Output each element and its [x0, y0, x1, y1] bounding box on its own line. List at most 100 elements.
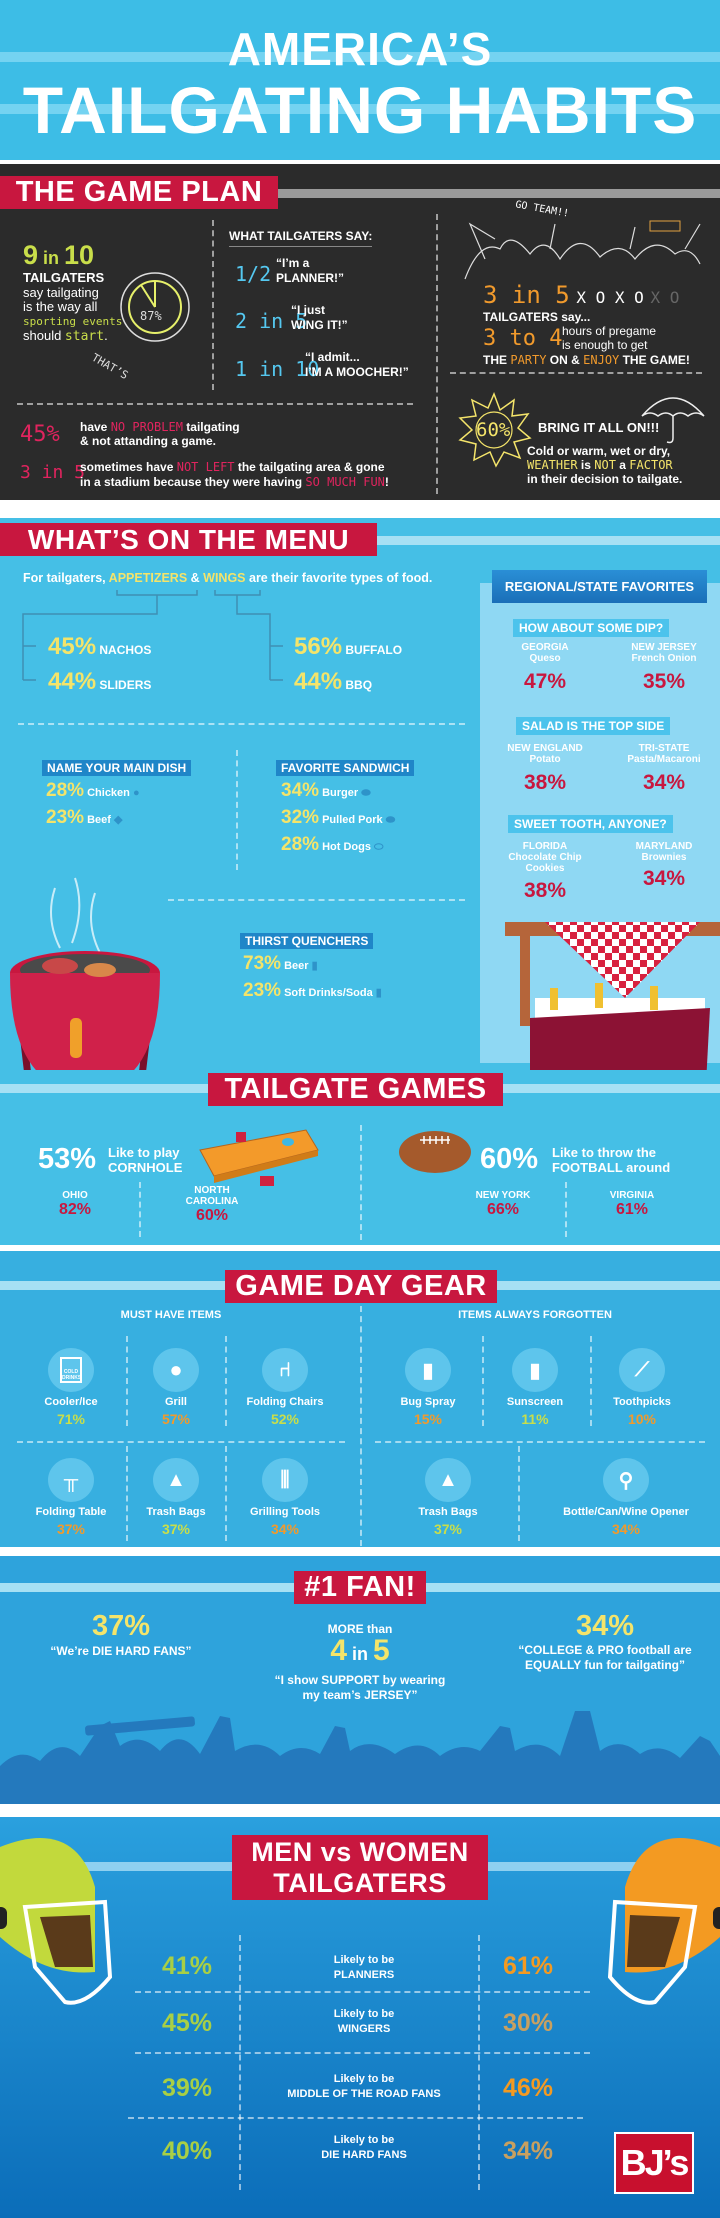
gear-section: GAME DAY GEAR MUST HAVE ITEMS ITEMS ALWA…: [0, 1251, 720, 1547]
text-line: Like to throw the: [552, 1145, 656, 1160]
quote-line: PLANNER!”: [276, 271, 344, 285]
label-line: Likely to be: [333, 2073, 395, 2085]
gear-pct: 37%: [161, 1521, 191, 1537]
gear-label: Bug Spray: [400, 1396, 456, 1408]
state-name: NORTH CAROLINA: [185, 1185, 239, 1207]
text-part: APPETIZERS: [108, 571, 188, 585]
grill-icon: ●: [153, 1348, 199, 1392]
not-left-stat: 3 in 5: [20, 462, 86, 483]
text-part: SO MUCH FUN: [305, 475, 385, 489]
drink-item: 23% Soft Drinks/Soda ▮: [243, 980, 382, 1002]
regional-state: MARYLAND Brownies: [609, 841, 719, 863]
gender-section: MEN vs WOMEN TAILGATERS 41% Likely to be P…: [0, 1817, 720, 2218]
regional-group-title: HOW ABOUT SOME DIP?: [513, 619, 670, 637]
pct: 23%: [46, 807, 85, 828]
gear-label: Folding Table: [35, 1506, 107, 1518]
wing-item: 44% BBQ: [294, 668, 372, 696]
main-dish-title: NAME YOUR MAIN DISH: [42, 760, 192, 776]
main-dish-item: 23% Beef ◆: [46, 807, 122, 829]
fan-section: #1 FAN! 37% “We’re DIE HARD FANS” MORE t…: [0, 1556, 720, 1804]
header: AMERICA’S TAILGATING HABITS: [0, 0, 720, 160]
go-team-text: GO TEAM!!: [514, 199, 570, 220]
gear-pct: 37%: [56, 1521, 86, 1537]
say-quote: “I admit... I’M A MOOCHER!”: [305, 350, 409, 380]
gear-pct: 34%: [611, 1521, 641, 1537]
say-title: WHAT TAILGATERS SAY:: [229, 229, 373, 247]
label: NACHOS: [99, 643, 152, 657]
games-title: TAILGATE GAMES: [208, 1073, 503, 1106]
appetizer-item: 44% SLIDERS: [48, 668, 151, 696]
no-problem-text: have NO PROBLEM tailgating & not attandin…: [80, 420, 240, 448]
state: NEW ENGLAND: [507, 743, 583, 754]
bjs-logo: BJ’s: [614, 2132, 694, 2194]
football-pct: 60%: [480, 1143, 539, 1175]
text-line: Like to play: [108, 1145, 180, 1160]
trash-bag-icon: ▲: [153, 1458, 199, 1502]
state: FLORIDA: [522, 841, 568, 852]
hours-text: hours of pregame is enough to get: [562, 324, 656, 352]
steak-icon: ◆: [114, 814, 123, 826]
label-line: Likely to be: [333, 2008, 395, 2020]
food: Queso: [529, 653, 561, 664]
state-name: NEW YORK: [475, 1190, 531, 1201]
quote-line: “I admit...: [305, 350, 360, 364]
regional-pct: 35%: [642, 670, 686, 693]
trash-bag-icon: ▲: [425, 1458, 471, 1502]
drinks-title: THIRST QUENCHERS: [240, 933, 374, 949]
label: Hot Dogs: [322, 841, 371, 853]
text-line: TAILGATERS: [23, 270, 105, 285]
pct: 73%: [243, 953, 282, 974]
label: SLIDERS: [99, 678, 152, 692]
text-part: NO PROBLEM: [110, 420, 183, 434]
jersey-quote: “I show SUPPORT by wearing my team’s JERS…: [240, 1673, 480, 1703]
gear-pct: 10%: [627, 1411, 657, 1427]
burger-icon: ⬬: [361, 787, 371, 799]
text-part: For tailgaters,: [23, 571, 109, 585]
state-stat: VIRGINIA 61%: [592, 1190, 672, 1219]
text-part: THE GAME!: [619, 353, 690, 367]
men-pct: 41%: [161, 1952, 213, 1980]
women-pct: 61%: [502, 1952, 554, 1980]
regional-state: NEW JERSEY French Onion: [609, 642, 719, 664]
state-pct: 82%: [58, 1201, 92, 1218]
state: TRI-STATE: [638, 743, 690, 754]
appetizer-item: 45% NACHOS: [48, 633, 151, 661]
grilling-tools-icon: ⫼: [262, 1458, 308, 1502]
must-have-title: MUST HAVE ITEMS: [120, 1309, 222, 1321]
women-pct: 34%: [502, 2137, 554, 2165]
football-icon: [399, 1131, 471, 1173]
gear-label: Sunscreen: [506, 1396, 564, 1408]
text-part: PARTY: [510, 353, 547, 367]
gender-label: Likely to be DIE HARD FANS: [264, 2133, 464, 2163]
stat-part: 9: [23, 240, 39, 270]
state-pct: 61%: [615, 1201, 649, 1218]
text-line: WEATHER is NOT a FACTOR: [527, 458, 682, 472]
food: French Onion: [631, 653, 697, 664]
say-quote: “I’m a PLANNER!”: [276, 256, 344, 286]
college-pro-pct: 34%: [575, 1610, 635, 1642]
sandwich-item: 32% Pulled Pork ⬬: [281, 807, 395, 829]
text-part: !: [384, 475, 389, 489]
text-part: the tailgating area & gone: [234, 460, 385, 474]
umbrella-icon: [641, 397, 705, 444]
sun-icon: [458, 392, 532, 468]
quote-line: “COLLEGE & PRO football are: [518, 1643, 692, 1657]
gear-pct: 34%: [270, 1521, 300, 1537]
label: Beer: [284, 960, 309, 972]
text-part: .: [104, 328, 108, 343]
toothpicks-icon: ⟋: [619, 1348, 665, 1392]
gender-title: MEN vs WOMEN TAILGATERS: [232, 1835, 488, 1900]
gender-label: Likely to be PLANNERS: [264, 1953, 464, 1983]
women-pct: 30%: [502, 2009, 554, 2037]
text-part: is: [577, 458, 595, 472]
folding-table-icon: ╥: [48, 1458, 94, 1502]
die-hard-quote: “We’re DIE HARD FANS”: [50, 1644, 192, 1658]
gear-label: Folding Chairs: [246, 1396, 324, 1408]
state-stat: NEW YORK 66%: [463, 1190, 543, 1219]
main-dish-item: 28% Chicken ●: [46, 780, 140, 802]
text-line: sporting events: [23, 314, 123, 328]
pct: 44%: [48, 668, 97, 695]
menu-intro: For tailgaters, APPETIZERS & WINGS are t…: [23, 571, 432, 585]
hours-stat: 3 to 4: [483, 326, 563, 351]
regional-state: TRI-STATE Pasta/Macaroni: [609, 743, 719, 765]
